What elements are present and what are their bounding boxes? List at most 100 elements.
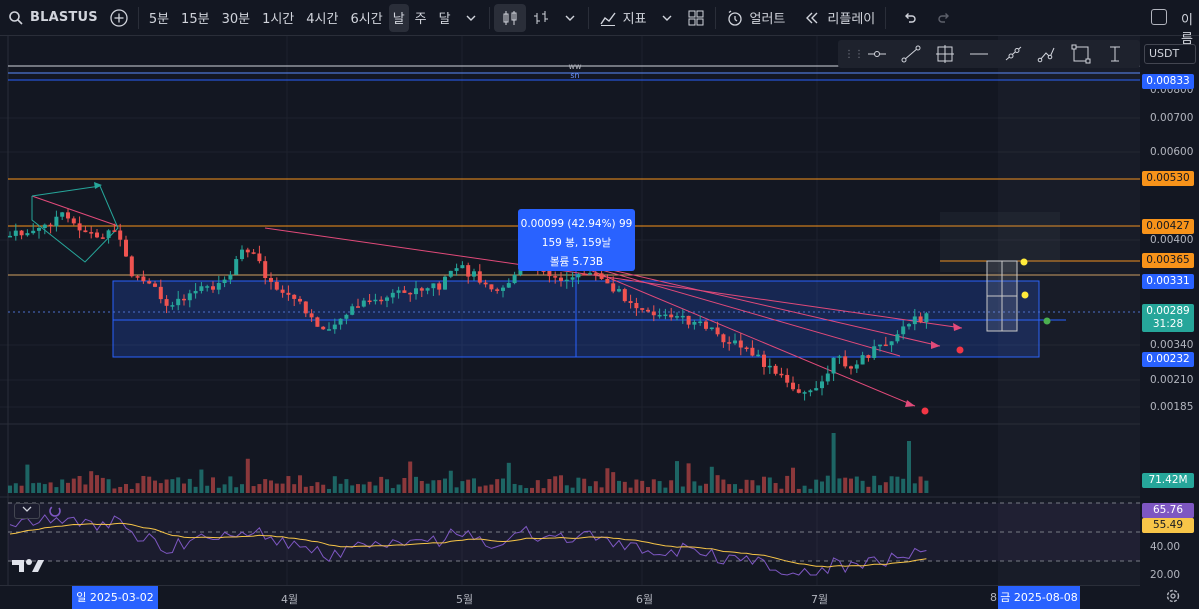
candle-body [611,283,616,292]
horizontal-ray-tool[interactable] [860,40,894,68]
volume-bar [414,476,418,493]
chevron-down-icon [565,15,575,21]
chart-type-bars[interactable] [526,4,556,32]
text-tool[interactable] [1098,40,1132,68]
replay-button[interactable]: 리플레이 [797,4,881,32]
tradingview-logo[interactable] [10,556,46,579]
time-axis[interactable]: 일 2025-03-02 4월 5월 6월 7월 8 금 2025-08-08 [0,585,1140,609]
volume-bar [106,479,111,493]
candle-body [669,314,674,318]
price-tag-331: 0.00331 [1142,274,1194,289]
path-tool[interactable] [1030,40,1064,68]
candle-body [814,388,819,391]
alert-button[interactable]: 얼러트 [720,4,792,32]
trend-line-tool[interactable] [894,40,928,68]
interval-30m[interactable]: 30분 [221,12,251,27]
axis-label: 0.00400 [1150,234,1194,246]
indicators-dropdown[interactable] [653,4,681,32]
volume-bar [808,488,813,493]
volume-bar [228,476,233,493]
interval-5m[interactable]: 5분 [148,12,170,27]
last-price-tag: 0.00289 31:28 [1142,304,1194,332]
candle-body [443,276,447,290]
candle-body [124,239,128,257]
candle-body [25,233,30,236]
candle-body [19,230,24,236]
compare-button[interactable] [104,4,134,32]
volume-bar [245,458,250,493]
candle-body [327,329,331,331]
candle-body [31,230,36,234]
volume-bar [495,479,500,493]
time-axis-label: 7월 [811,593,829,606]
candle-body [727,342,732,344]
volume-bar [240,484,244,493]
currency-selector[interactable]: USDT [1144,44,1196,64]
volume-bar [361,484,366,493]
volume-bar [332,476,337,493]
interval-1h[interactable]: 1시간 [262,12,295,27]
volume-bar [298,475,302,493]
candle-body [466,265,471,277]
chart-type-dropdown[interactable] [556,4,584,32]
horizontal-line-tool[interactable] [962,40,996,68]
replay-icon [806,12,818,23]
chart-type-candles[interactable] [493,3,526,32]
volume-bar [559,475,563,493]
volume-bar [71,478,76,493]
volume-bar [588,486,592,493]
interval-15m[interactable]: 15분 [181,12,210,27]
candle-body [309,313,314,318]
candle-body [506,283,511,288]
divider [137,6,139,29]
window-label: 이름 [1181,13,1193,47]
interval-dropdown[interactable] [457,4,485,32]
rectangle-tool[interactable] [1064,40,1098,68]
candle-body [489,284,494,290]
candle-body [878,344,882,347]
volume-bar [483,485,488,493]
price-range-tool[interactable] [928,40,962,68]
candle-body [883,344,888,347]
candle-body [54,216,59,227]
interval-4h[interactable]: 4시간 [306,12,339,27]
undo-button[interactable] [896,4,924,32]
interval-6h[interactable]: 6시간 [350,12,383,27]
volume-bar [605,468,610,493]
candle-body [593,273,598,275]
interval-week[interactable]: 주 [414,12,427,27]
candle-body [698,321,703,324]
symbol-search-button[interactable]: BLASTUS [0,4,104,32]
candle-body [582,274,587,276]
drag-handle-icon[interactable]: ⋮⋮ [844,48,864,60]
volume-bar [19,485,24,493]
crosshair-box-icon [936,45,954,63]
volume-bar [698,485,703,493]
loading-icon [49,505,61,517]
volume-bar [744,479,749,493]
volume-bar [425,483,430,493]
candle-body [918,316,923,323]
volume-bar [286,476,291,493]
candle-body [321,326,326,330]
interval-day[interactable]: 날 [388,3,409,32]
volume-bar [466,479,471,493]
candle-body [924,313,929,323]
candle-body [599,273,604,279]
price-chart[interactable]: ww sn [0,36,1140,585]
redo-button[interactable] [930,4,958,32]
indicators-button[interactable]: 지표 [593,4,653,32]
volume-bar [309,485,314,493]
volume-bar [419,480,424,493]
interval-month[interactable]: 달 [438,12,451,27]
ray-tool[interactable] [996,40,1030,68]
volume-bar [547,479,552,493]
time-axis-label: 4월 [281,593,299,606]
fullscreen-checkbox[interactable] [1151,9,1167,25]
last-price-value: 0.00289 [1146,305,1190,317]
candle-body [344,314,349,319]
collapse-pane-button[interactable] [14,503,40,519]
candle-body [895,334,900,342]
layout-button[interactable] [681,4,711,32]
settings-icon[interactable] [1165,588,1181,604]
